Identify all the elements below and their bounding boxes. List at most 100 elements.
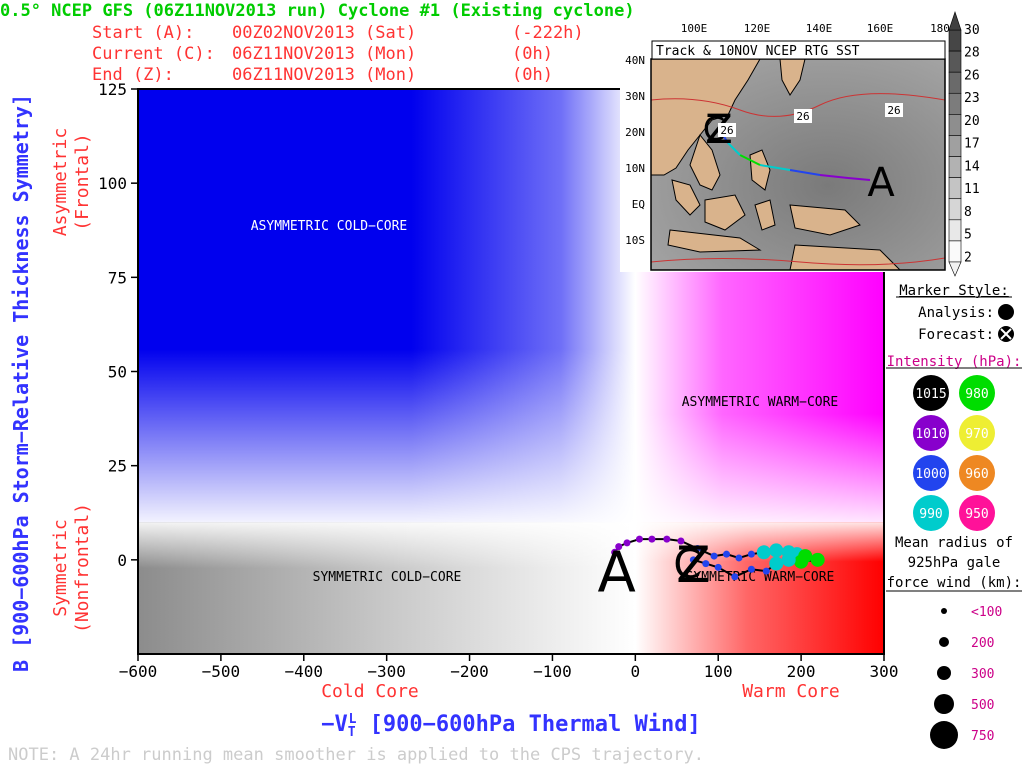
trajectory-point <box>731 573 739 581</box>
quadrant-labels: ASYMMETRIC COLD−CORE ASYMMETRIC WARM−CORE… <box>251 219 839 585</box>
y-tick-label: 100 <box>98 174 127 193</box>
colorbar-label: 8 <box>964 205 972 220</box>
intensity-swatch <box>959 375 995 411</box>
header-date: 06Z11NOV2013 (Mon) <box>232 65 416 85</box>
trajectory-point <box>702 560 710 568</box>
y-tick-label: 50 <box>108 363 127 382</box>
radius-swatch <box>941 608 947 614</box>
trajectory-point <box>635 535 643 543</box>
colorbar-label: 14 <box>964 159 980 174</box>
x-tick-label: 0 <box>631 662 641 681</box>
trajectory-point <box>794 554 809 569</box>
intensity-swatch <box>913 375 949 411</box>
inset-land <box>749 149 771 191</box>
label-asym-warm-core: ASYMMETRIC WARM−CORE <box>682 395 839 410</box>
analysis-marker-icon <box>998 304 1014 320</box>
x-tick-label: 300 <box>870 662 899 681</box>
inset-sst-label: 26 <box>887 104 900 117</box>
radius-label: 300 <box>971 667 994 682</box>
smoother-note: NOTE: A 24hr running mean smoother is ap… <box>8 745 704 765</box>
start-marker-a: A <box>597 541 635 606</box>
x-tick-label: −100 <box>533 662 572 681</box>
intensity-label: 990 <box>919 507 942 522</box>
intensity-label: 960 <box>965 467 988 482</box>
inset-track-segment <box>739 154 761 166</box>
trajectory-point <box>663 535 671 543</box>
inset-start-marker: A <box>867 160 895 206</box>
inset-lat-label: 10N <box>625 162 645 175</box>
radius-swatch <box>937 666 951 680</box>
header-date: 00Z02NOV2013 (Sat) <box>232 23 416 43</box>
intensity-swatch <box>913 455 949 491</box>
x-axis-title-sub: T <box>348 725 356 740</box>
trajectory-point <box>769 556 784 571</box>
x-side-label-warm: Warm Core <box>742 681 840 702</box>
inset-track-segment <box>789 169 821 176</box>
radius-label: <100 <box>971 605 1002 620</box>
header-info: Start (A): 00Z02NOV2013 (Sat) (-222h) Curre… <box>92 23 584 85</box>
cps-trajectory: A ZC <box>597 535 825 606</box>
x-axis-title-prefix: −V <box>321 712 348 737</box>
y-tick-label: 75 <box>108 268 127 287</box>
intensity-label: 970 <box>965 427 988 442</box>
inset-lat-label: EQ <box>632 198 645 211</box>
inset-lon-label: 140E <box>806 22 833 35</box>
header-date: 06Z11NOV2013 (Mon) <box>232 44 416 64</box>
inset-land <box>704 194 746 231</box>
current-marker-c: C <box>673 542 701 588</box>
intensity-swatch <box>959 455 995 491</box>
x-tick-label: −400 <box>285 662 324 681</box>
radius-swatch <box>939 637 949 647</box>
inset-land <box>754 199 776 231</box>
label-sym-warm-core: SYMMETRIC WARM−CORE <box>686 570 835 585</box>
legend-radius-title: Mean radius of <box>895 535 1013 551</box>
y-side-label-sym-sub: (Nonfrontal) <box>72 503 93 633</box>
x-axis-title-sup: L <box>349 712 357 727</box>
header-offset: (0h) <box>512 65 553 85</box>
y-tick-label: 0 <box>117 551 127 570</box>
inset-title: Track & 10NOV NCEP RTG SST <box>656 44 860 59</box>
legend-marker-style-title: Marker Style: <box>899 283 1009 299</box>
trajectory-point <box>615 543 623 551</box>
header-offset: (-222h) <box>512 23 584 43</box>
inset-lat-label: 20N <box>625 126 645 139</box>
inset-track-map: AZC262626Track & 10NOV NCEP RTG SST100E1… <box>620 11 1020 277</box>
radius-swatch <box>930 721 958 749</box>
inset-lat-label: 40N <box>625 54 645 67</box>
legend-radius-title: force wind (km): <box>887 575 1022 591</box>
trajectory-point <box>747 565 755 573</box>
inset-lon-label: 120E <box>744 22 771 35</box>
colorbar-label: 23 <box>964 91 980 106</box>
x-tick-label: −300 <box>367 662 406 681</box>
end-marker-z: Z <box>676 536 710 594</box>
trajectory-point <box>810 552 825 567</box>
trajectory-point <box>714 563 722 571</box>
legend-radius-title: 925hPa gale <box>908 555 1001 571</box>
inset-land <box>667 229 762 253</box>
legend-panel: Marker Style: Analysis: Forecast: Intensity… <box>886 283 1022 749</box>
radius-label: 500 <box>971 698 994 713</box>
x-tick-label: −200 <box>450 662 489 681</box>
colorbar-label: 28 <box>964 46 980 61</box>
trajectory-point <box>611 548 619 556</box>
colorbar-label: 20 <box>964 114 980 129</box>
intensity-label: 980 <box>965 387 988 402</box>
inset-colorbar: 30 28 26 23 20 17 14 11 8 5 2 <box>948 11 980 277</box>
legend-analysis-label: Analysis: <box>918 305 994 321</box>
x-axis-title-suffix: [900−600hPa Thermal Wind] <box>356 712 700 737</box>
chart-title: 0.5° NCEP GFS (06Z11NOV2013 run) Cyclone… <box>0 1 635 21</box>
inset-sst-label: 26 <box>720 124 733 137</box>
y-tick-label: 125 <box>98 80 127 99</box>
y-side-label-asym: Asymmetric <box>50 128 71 236</box>
intensity-label: 1015 <box>915 387 946 402</box>
trajectory-point <box>689 556 697 564</box>
inset-lon-label: 100E <box>681 22 708 35</box>
intensity-label: 950 <box>965 507 988 522</box>
intensity-label: 1000 <box>915 467 946 482</box>
trajectory-point <box>769 543 784 558</box>
legend-forecast-label: Forecast: <box>918 327 994 343</box>
inset-current-marker: C <box>703 110 725 148</box>
label-sym-cold-core: SYMMETRIC COLD−CORE <box>313 570 462 585</box>
inset-lat-label: 30N <box>625 90 645 103</box>
